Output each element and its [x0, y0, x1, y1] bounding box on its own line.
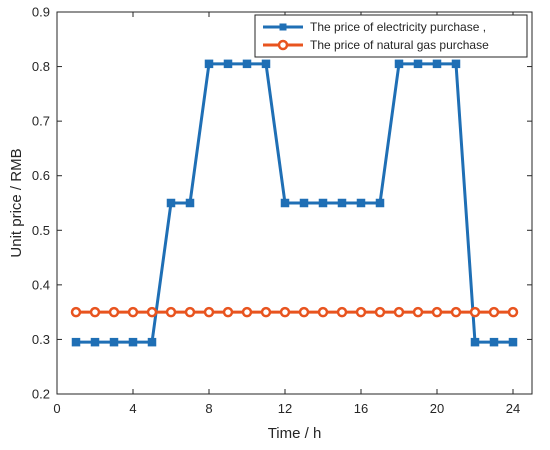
series-1 — [71, 59, 518, 347]
y-axis-title: Unit price / RMB — [8, 148, 25, 257]
data-point — [431, 306, 443, 318]
data-point — [375, 198, 385, 208]
data-point — [469, 306, 481, 318]
data-point — [280, 198, 290, 208]
data-point — [222, 306, 234, 318]
data-point — [394, 59, 404, 69]
series-2 — [70, 306, 519, 318]
data-point — [355, 306, 367, 318]
data-point — [432, 59, 442, 69]
x-tick-label: 0 — [53, 401, 60, 416]
data-point — [184, 306, 196, 318]
data-point — [128, 337, 138, 347]
y-tick-label: 0.8 — [32, 59, 50, 74]
legend-square-marker — [279, 23, 287, 31]
data-point — [166, 198, 176, 208]
data-point — [336, 306, 348, 318]
data-point — [489, 337, 499, 347]
y-tick-label: 0.9 — [32, 5, 50, 20]
data-point — [488, 306, 500, 318]
data-point — [147, 337, 157, 347]
data-point — [108, 306, 120, 318]
data-point — [242, 59, 252, 69]
data-point — [393, 306, 405, 318]
y-tick-label: 0.7 — [32, 114, 50, 129]
data-point — [89, 306, 101, 318]
data-point — [146, 306, 158, 318]
data-point — [317, 306, 329, 318]
y-tick-label: 0.4 — [32, 277, 50, 292]
data-point — [90, 337, 100, 347]
x-tick-label: 20 — [430, 401, 444, 416]
legend: The price of electricity purchase , The p… — [254, 14, 528, 58]
data-point — [299, 198, 309, 208]
legend-circle-marker — [277, 39, 289, 51]
data-point — [261, 59, 271, 69]
data-point — [223, 59, 233, 69]
data-point — [413, 59, 423, 69]
y-tick-label: 0.6 — [32, 168, 50, 183]
data-point — [412, 306, 424, 318]
data-point — [204, 59, 214, 69]
data-point — [109, 337, 119, 347]
data-point — [337, 198, 347, 208]
data-point — [508, 337, 518, 347]
data-point — [71, 337, 81, 347]
x-axis-title: Time / h — [268, 425, 322, 442]
x-tick-label: 4 — [129, 401, 136, 416]
y-tick-label: 0.3 — [32, 332, 50, 347]
data-point — [260, 306, 272, 318]
x-axis: 0 4 8 12 16 20 24 — [53, 12, 520, 416]
legend-entry: The price of natural gas purchase — [263, 38, 489, 52]
data-point — [470, 337, 480, 347]
data-point — [127, 306, 139, 318]
data-point — [165, 306, 177, 318]
data-point — [185, 198, 195, 208]
x-tick-label: 12 — [278, 401, 292, 416]
data-point — [241, 306, 253, 318]
data-point — [279, 306, 291, 318]
data-point — [298, 306, 310, 318]
x-tick-label: 16 — [354, 401, 368, 416]
y-tick-label: 0.2 — [32, 387, 50, 402]
legend-entry: The price of electricity purchase , — [263, 20, 486, 34]
data-point — [203, 306, 215, 318]
data-point — [70, 306, 82, 318]
legend-label: The price of natural gas purchase — [310, 38, 489, 52]
y-axis: 0.2 0.3 0.4 0.5 0.6 0.7 0.8 0.9 — [32, 5, 532, 402]
plot-frame — [56, 11, 533, 395]
data-point — [507, 306, 519, 318]
series-line — [76, 62, 513, 344]
data-point — [450, 306, 462, 318]
legend-label: The price of electricity purchase , — [310, 20, 486, 34]
x-tick-label: 8 — [205, 401, 212, 416]
data-point — [451, 59, 461, 69]
series-layer — [70, 59, 519, 347]
legend-box — [254, 14, 528, 58]
data-point — [356, 198, 366, 208]
x-tick-label: 24 — [506, 401, 520, 416]
data-point — [374, 306, 386, 318]
data-point — [318, 198, 328, 208]
y-tick-label: 0.5 — [32, 223, 50, 238]
plot-area-border — [56, 11, 533, 395]
